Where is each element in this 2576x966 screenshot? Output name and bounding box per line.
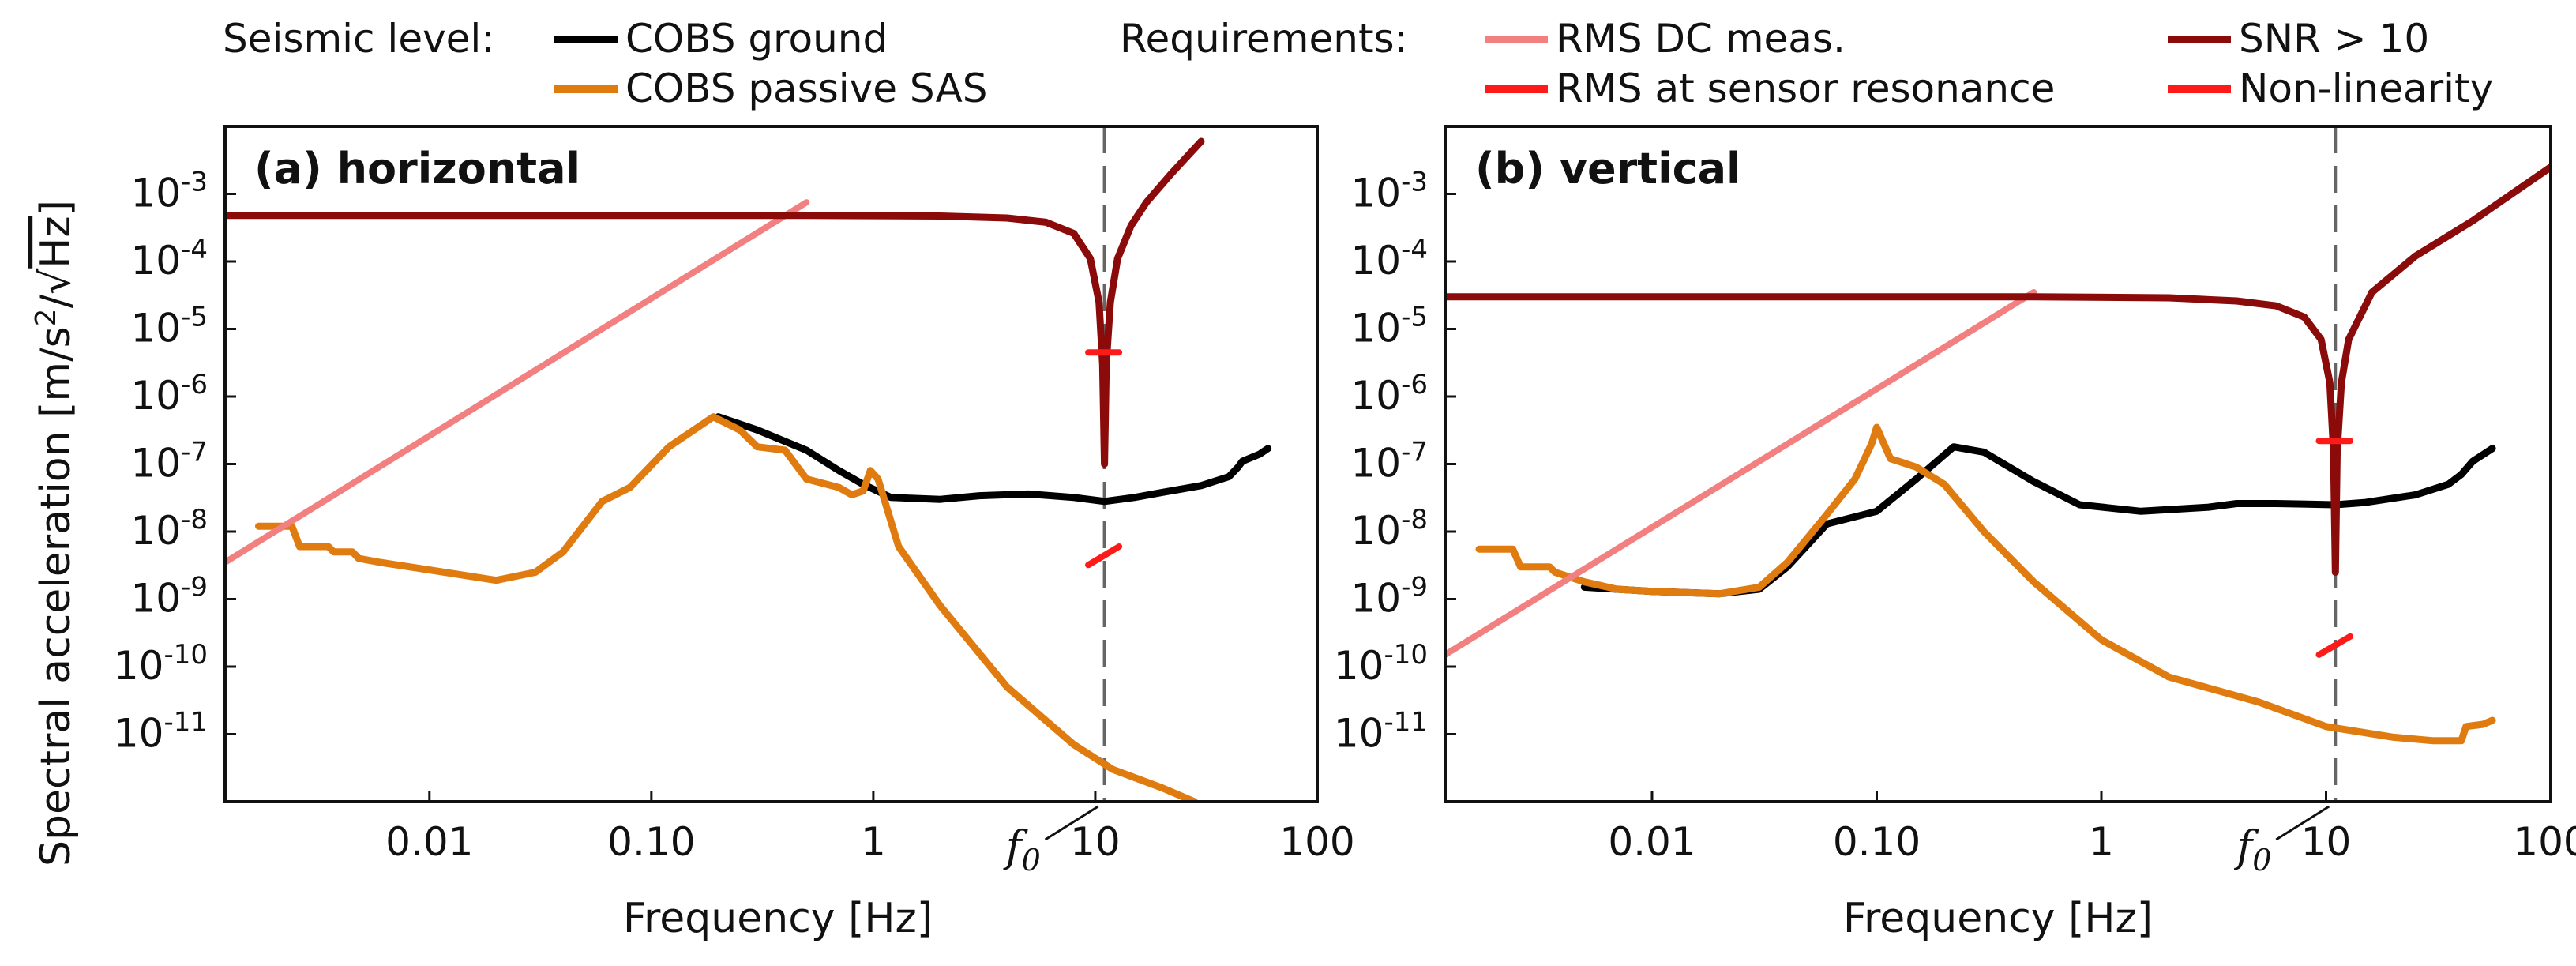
panel-b-f0-label: f0 [2233,821,2271,878]
panel-a-y-tick-label: 10-3 [130,167,208,216]
panel-a-x-tick-label: 100 [1279,819,1354,865]
panel-b-x-tick-label: 10 [2301,819,2352,865]
panel-a-f0-label: f0 [1003,821,1041,878]
legend-label-rms-dc: RMS DC meas. [1556,16,1846,62]
panel-b-series-ground [1580,443,2496,598]
panel-a-frame [223,125,1319,803]
panel-a-x-tick-label: 0.10 [607,819,695,865]
panel-b-y-tick-label: 10-3 [1350,167,1428,216]
panel-b-y-tick-label: 10-9 [1350,572,1428,622]
panel-b-frame [1444,125,2552,803]
panel-b-y-tick-label: 10-7 [1350,437,1428,487]
panel-b-y-tick-label: 10-5 [1350,302,1428,351]
y-axis-title: Spectral acceleration [m/s2/√Hz] [30,200,80,866]
panel-a-series-sas [255,413,1199,802]
panel-b-x-axis-title: Frequency [Hz] [1843,895,2153,942]
panel-a-series-nonlin [1085,543,1123,569]
legend-label-nonlin: Non-linearity [2239,66,2493,111]
panel-b-x-tick-label: 1 [2089,819,2114,865]
panel-b-x-tick-label: 100 [2513,819,2576,865]
panel-a-y-tick-label: 10-7 [130,437,208,487]
panel-b-y-tick-label: 10-8 [1350,504,1428,554]
panel-b-series [1445,164,2551,745]
panel-b-y-tick-label: 10-10 [1334,639,1428,689]
panel-a-x-axis-title: Frequency [Hz] [623,895,933,942]
panel-a-y-tick-label: 10-4 [130,234,208,284]
legend: Seismic level: COBS ground COBS passive … [223,16,2493,111]
panel-b-title: (b) vertical [1475,144,1741,194]
panel-b-series-snr [1445,164,2551,576]
legend-seismic-title: Seismic level: [223,16,494,62]
panel-a-series-snr [225,137,1205,468]
panel-a-y-tick-label: 10-6 [130,369,208,419]
panel-b-x-tick-label: 0.10 [1833,819,1921,865]
panel-a-x-tick-label: 1 [861,819,886,865]
panel-a-y-tick-label: 10-9 [130,572,208,622]
panel-a-ticks: 0.01 0.10 1 10 100 10-3 10-4 10-5 10-6 10-7 10-8 10… [114,167,1355,866]
panel-b-y-tick-label: 10-6 [1350,369,1428,419]
legend-requirements-title: Requirements: [1120,16,1407,62]
panel-a-y-tick-label: 10-8 [130,504,208,554]
panel-b-ticks: 0.01 0.10 1 10 100 10-3 10-4 10-5 10-6 10-7 10-8 10… [1334,167,2576,866]
panel-a-f0-pointer [1044,805,1099,841]
panel-a-y-tick-label: 10-10 [114,639,208,689]
panel-a-y-tick-label: 10-11 [114,707,208,757]
panel-horizontal: 0.01 0.10 1 10 100 10-3 10-4 10-5 10-6 10-7 10-8 10… [114,125,1355,942]
legend-label-ground: COBS ground [625,16,888,62]
panel-a-x-tick-label: 0.01 [385,819,473,865]
panel-b-series-sas [1475,423,2496,745]
panel-a-x-tick-label: 10 [1070,819,1121,865]
panel-a-title: (a) horizontal [254,144,580,194]
panel-a-series-rms-dc [225,199,810,566]
legend-label-sas: COBS passive SAS [625,66,988,111]
panel-b-f0-pointer [2275,805,2330,841]
panel-b-y-tick-label: 10-11 [1334,707,1428,757]
panel-b-y-tick-label: 10-4 [1350,234,1428,284]
panel-b-series-nonlin [2315,633,2353,658]
panel-a-series [225,137,1272,802]
panel-b-series-rms-dc [1445,289,2037,658]
panel-a-y-tick-label: 10-5 [130,302,208,351]
panel-vertical: 0.01 0.10 1 10 100 10-3 10-4 10-5 10-6 10-7 10-8 10… [1334,125,2576,942]
panel-a-series-ground [715,413,1272,506]
legend-label-rms-res: RMS at sensor resonance [1556,66,2055,111]
panel-b-x-tick-label: 0.01 [1608,819,1695,865]
legend-label-snr: SNR > 10 [2239,16,2429,62]
